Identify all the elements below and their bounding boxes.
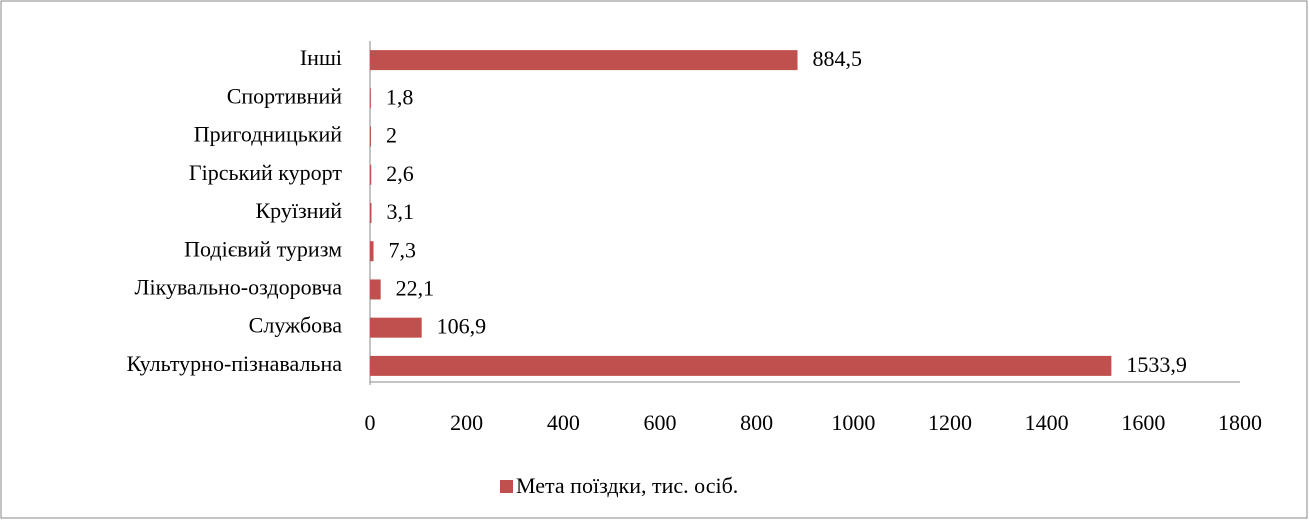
data-label: 2,6 [386,161,414,186]
legend-label: Мета поїздки, тис. осіб. [516,473,738,498]
y-tick-label: Гірський курорт [189,160,342,185]
data-label: 884,5 [813,46,863,71]
bar [370,279,381,300]
bar [370,355,1112,376]
x-tick-label: 400 [547,410,580,435]
data-label: 1,8 [386,84,414,109]
data-label: 106,9 [437,314,487,339]
y-tick-label: Круїзний [255,198,342,223]
x-tick-label: 0 [365,410,376,435]
bar [370,126,371,147]
data-label: 1533,9 [1126,352,1187,377]
y-tick-label: Культурно-пізнавальна [127,351,343,376]
data-label: 3,1 [386,199,414,224]
y-tick-label: Службова [249,313,343,338]
x-tick-label: 1400 [1025,410,1069,435]
data-label: 2 [386,123,397,148]
x-tick-label: 1600 [1121,410,1165,435]
bar [370,241,374,262]
data-label: 7,3 [389,237,417,262]
legend-swatch [500,480,513,493]
x-tick-label: 1800 [1218,410,1262,435]
y-tick-label: Спортивний [227,83,342,108]
bar [370,50,798,71]
x-tick-label: 1000 [831,410,875,435]
y-tick-label: Лікувально-оздоровча [135,274,343,299]
x-tick-label: 1200 [928,410,972,435]
bar [370,164,372,185]
bar [370,88,371,109]
x-tick-label: 800 [740,410,773,435]
y-tick-label: Інші [300,45,342,70]
data-label: 22,1 [396,275,435,300]
bar [370,203,372,223]
x-tick-label: 600 [644,410,677,435]
y-tick-label: Подієвий туризм [184,236,342,261]
y-tick-label: Пригодницький [194,122,343,147]
bar [370,317,422,338]
x-tick-label: 200 [450,410,483,435]
